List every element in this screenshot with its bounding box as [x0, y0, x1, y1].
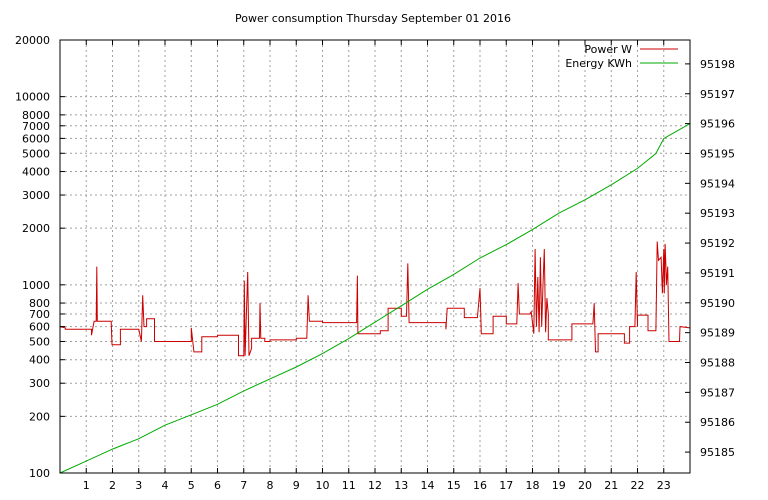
x-tick-label: 19	[552, 479, 566, 492]
y-right-tick-label: 95198	[700, 58, 735, 71]
y-left-tick-label: 1000	[22, 279, 50, 292]
y-left-tick-label: 8000	[22, 109, 50, 122]
x-tick-label: 2	[109, 479, 116, 492]
y-left-tick-label: 10000	[15, 91, 50, 104]
x-tick-label: 12	[368, 479, 382, 492]
y-right-tick-label: 95196	[700, 118, 735, 131]
x-tick-label: 10	[316, 479, 330, 492]
series-line-power	[59, 241, 691, 357]
x-tick-label: 17	[499, 479, 513, 492]
y-left-tick-label: 5000	[22, 147, 50, 160]
x-tick-label: 16	[473, 479, 487, 492]
y-left-tick-label: 7000	[22, 120, 50, 133]
y-right-tick-label: 95188	[700, 357, 735, 370]
y-right-tick-label: 95195	[700, 147, 735, 160]
y-right-tick-label: 95186	[700, 416, 735, 429]
y-left-tick-label: 300	[29, 377, 50, 390]
y-right-tick-label: 95192	[700, 237, 735, 250]
y-left-tick-label: 6000	[22, 132, 50, 145]
y-left-tick-label: 600	[29, 321, 50, 334]
x-tick-label: 14	[421, 479, 435, 492]
y-left-tick-label: 200	[29, 410, 50, 423]
y-right-tick-label: 95190	[700, 297, 735, 310]
y-right-tick-label: 95189	[700, 327, 735, 340]
y-right-tick-label: 95185	[700, 446, 735, 459]
x-tick-label: 4	[162, 479, 169, 492]
x-tick-label: 5	[188, 479, 195, 492]
chart-title: Power consumption Thursday September 01 …	[235, 12, 511, 25]
legend-label-power: Power W	[584, 43, 632, 56]
x-tick-label: 9	[293, 479, 300, 492]
series-layer	[59, 123, 691, 474]
x-tick-label: 7	[240, 479, 247, 492]
x-tick-label: 18	[526, 479, 540, 492]
y-right-tick-label: 95197	[700, 88, 735, 101]
y-left-tick-label: 100	[29, 467, 50, 480]
y-left-tick-label: 500	[29, 335, 50, 348]
x-tick-label: 6	[214, 479, 221, 492]
x-tick-label: 13	[394, 479, 408, 492]
x-tick-label: 8	[267, 479, 274, 492]
y-left-tick-label: 800	[29, 297, 50, 310]
grid	[60, 39, 690, 474]
x-tick-label: 22	[631, 479, 645, 492]
y-right-tick-label: 95193	[700, 207, 735, 220]
y-left-tick-label: 20000	[15, 34, 50, 47]
y-right-tick-label: 95187	[700, 386, 735, 399]
y-left-tick-label: 400	[29, 354, 50, 367]
y-right-tick-label: 95191	[700, 267, 735, 280]
x-tick-label: 23	[657, 479, 671, 492]
x-tick-label: 3	[135, 479, 142, 492]
x-tick-label: 11	[342, 479, 356, 492]
legend: Power W Energy KWh	[565, 43, 678, 70]
x-tick-label: 1	[83, 479, 90, 492]
y-left-tick-label: 2000	[22, 222, 50, 235]
x-tick-label: 20	[578, 479, 592, 492]
y-left-tick-label: 4000	[22, 166, 50, 179]
y-left-tick-label: 3000	[22, 189, 50, 202]
x-tick-label: 21	[604, 479, 618, 492]
series-line-energy	[59, 123, 691, 474]
legend-label-energy: Energy KWh	[565, 57, 632, 70]
y-right-tick-label: 95194	[700, 177, 735, 190]
y-left-tick-label: 700	[29, 308, 50, 321]
axes: 1 2 3 4 5 6 7 8 9 10 11 12 13 14 15 16 17 18 19 20 21 22 23100…	[15, 34, 735, 492]
x-tick-label: 15	[447, 479, 461, 492]
